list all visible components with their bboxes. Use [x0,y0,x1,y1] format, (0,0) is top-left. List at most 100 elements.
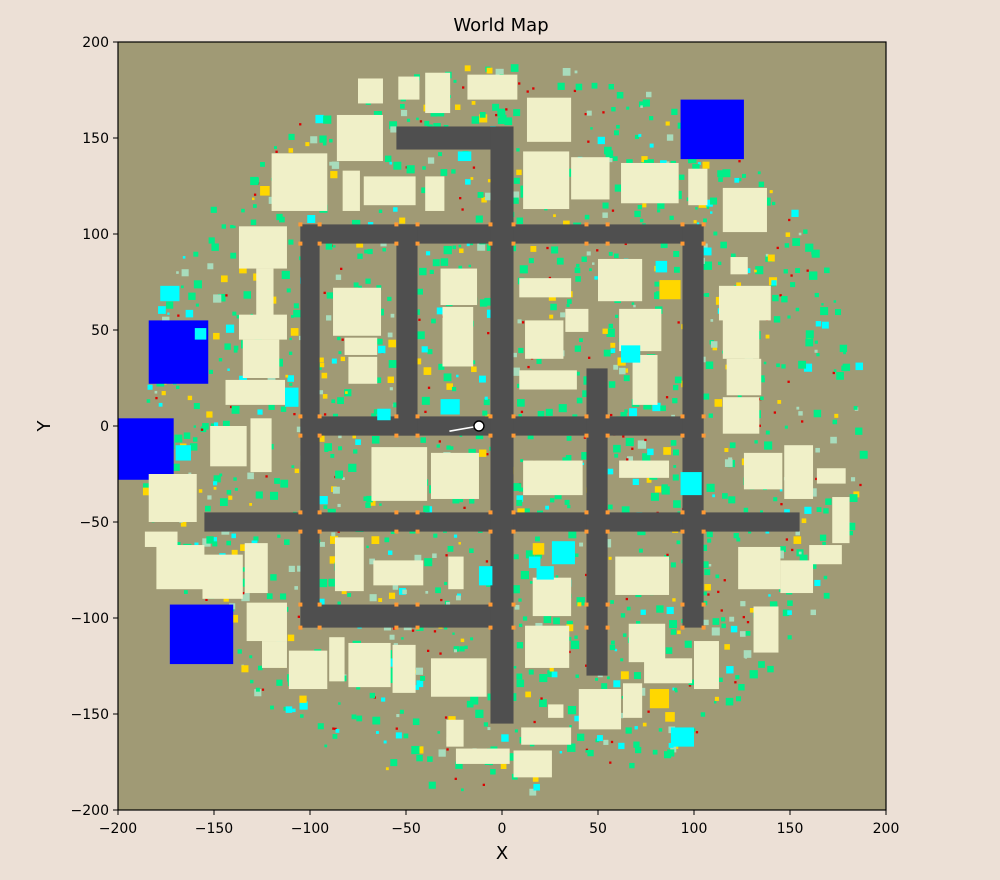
vegetation-dot [626,159,633,166]
vegetation-dot [292,708,296,713]
building [398,76,420,100]
building [519,370,577,390]
vegetation-dot [850,477,856,482]
vegetation-dot [382,247,386,252]
vegetation-dot [296,426,303,433]
vegetation-dot [455,761,463,769]
vegetation-dot [185,309,194,318]
vegetation-dot [576,263,580,268]
vegetation-dot [787,315,791,319]
vegetation-dot [574,70,578,74]
vegetation-dot [558,404,567,413]
vegetation-dot [383,740,387,744]
vegetation-dot [299,695,307,703]
vegetation-dot [726,666,734,674]
vegetation-dot [483,722,489,727]
intersection-marker [298,241,303,246]
vegetation-dot [486,67,493,74]
intersection-marker [415,414,420,419]
intersection-marker [511,414,516,419]
vegetation-dot [665,121,670,126]
vegetation-dot [601,683,608,690]
vegetation-dot [563,220,570,228]
x-tick-label: −50 [391,821,421,837]
vegetation-dot [355,439,361,445]
vegetation-dot [213,481,218,486]
building [628,623,666,663]
vegetation-dot [213,475,221,483]
vegetation-dot [231,549,238,556]
vegetation-dot [567,299,572,304]
cyan-patch [655,260,668,273]
vegetation-dot [429,269,434,275]
vegetation-dot [819,534,827,541]
vegetation-dot [257,665,263,671]
vegetation-dot [798,232,802,236]
vegetation-dot [816,507,822,513]
vegetation-dot [639,218,644,223]
vegetation-dot [446,383,453,390]
building [615,556,670,595]
vegetation-dot [608,251,613,256]
vegetation-dot [472,166,476,169]
vegetation-dot [611,640,615,645]
vegetation-dot [791,548,794,552]
vegetation-dot [567,743,576,752]
vegetation-dot [323,291,326,295]
vegetation-dot [620,671,629,680]
vegetation-dot [436,307,444,315]
vegetation-dot [611,106,616,112]
building [425,72,451,114]
vegetation-dot [585,750,588,753]
vegetation-dot [634,134,639,139]
intersection-marker [584,625,589,630]
vegetation-dot [318,390,324,395]
vegetation-dot [388,550,393,555]
vegetation-dot [796,406,800,410]
vegetation-dot [645,91,652,98]
vegetation-dot [705,293,710,297]
building [288,650,328,690]
vegetation-dot [250,219,257,226]
vegetation-dot [582,390,590,398]
vegetation-dot [654,281,660,287]
vegetation-dot [743,650,752,658]
vegetation-dot [188,472,192,476]
vegetation-dot [610,413,613,417]
vegetation-dot [631,447,634,450]
vegetation-dot [529,581,533,584]
vegetation-dot [340,356,346,362]
vegetation-dot [673,449,679,456]
vegetation-dot [539,674,548,683]
vegetation-dot [814,292,819,298]
vegetation-dot [337,530,340,533]
vegetation-dot [319,362,325,368]
vegetation-dot [773,497,778,502]
vegetation-dot [218,293,226,302]
building [743,452,783,490]
vegetation-dot [252,177,259,184]
vegetation-dot [637,205,642,210]
vegetation-dot [518,347,524,354]
x-tick-label: 0 [498,821,507,837]
vegetation-dot [528,669,534,675]
vegetation-dot [695,731,699,734]
vegetation-dot [573,89,577,93]
vegetation-dot [748,530,752,534]
vegetation-dot [369,594,377,602]
vegetation-dot [182,256,186,259]
vegetation-dot [234,487,238,491]
building [348,356,378,384]
vegetation-dot [704,584,711,591]
vegetation-dot [674,687,678,691]
vegetation-dot [610,348,616,353]
vegetation-dot [421,396,430,405]
vegetation-dot [638,133,642,137]
vegetation-dot [205,505,211,512]
cyan-patch [680,472,702,496]
vegetation-dot [596,735,603,742]
vegetation-dot [566,624,574,632]
vegetation-dot [377,345,386,354]
building [446,719,464,747]
vegetation-dot [765,529,770,534]
